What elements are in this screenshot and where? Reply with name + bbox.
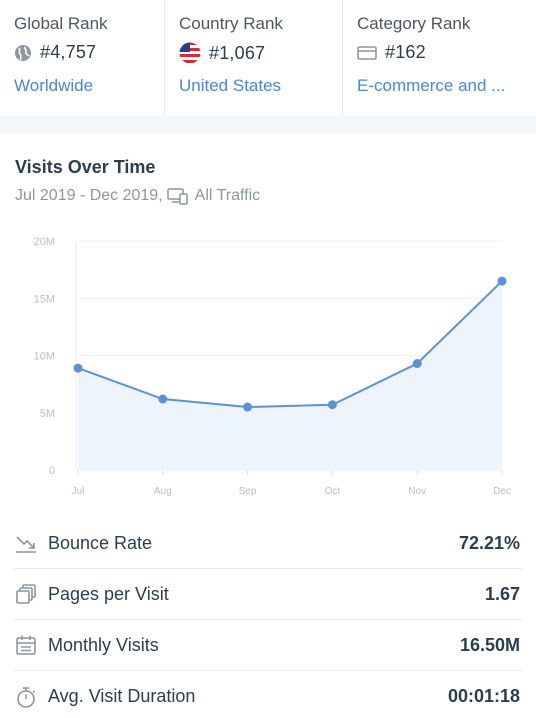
data-point [327, 400, 337, 410]
rank-title: Global Rank [14, 14, 108, 33]
global-rank: Global Rank #4,757 Worldwide [0, 0, 165, 116]
country-rank: Country Rank #1,067 United States [165, 0, 343, 116]
devices-icon [166, 187, 189, 205]
rank-link-category[interactable]: E-commerce and ... [357, 76, 506, 95]
data-point [158, 394, 168, 404]
metric-pages-per-visit: Pages per Visit 1.67 [14, 569, 522, 620]
data-point [497, 276, 507, 286]
ranks-header: Global Rank #4,757 Worldwide Country Ran… [0, 0, 536, 116]
rank-value-row: #1,067 [179, 42, 265, 64]
x-tick-label: Dec [493, 486, 511, 497]
x-tick-label: Oct [325, 486, 341, 497]
bounce-rate-icon [14, 531, 38, 555]
y-tick-label: 20M [34, 236, 55, 248]
visits-title: Visits Over Time [15, 157, 156, 177]
data-point [243, 402, 253, 412]
rank-link-worldwide[interactable]: Worldwide [14, 76, 94, 95]
series-area [78, 281, 502, 470]
y-tick-label: 15M [34, 293, 55, 305]
calendar-icon [14, 633, 38, 657]
y-tick-label: 0 [49, 465, 55, 477]
rank-link-united-states[interactable]: United States [179, 76, 282, 95]
rank-value-row: #4,757 [14, 42, 96, 63]
x-tick-label: Nov [408, 486, 426, 497]
rank-value: #1,067 [209, 42, 266, 63]
metric-bounce-rate: Bounce Rate 72.21% [14, 518, 522, 569]
rank-value: #162 [385, 42, 426, 62]
visits-subtitle: Jul 2019 - Dec 2019, All Traffic [15, 187, 260, 205]
series-line [77, 280, 503, 409]
metric-value: 00:01:18 [447, 686, 520, 706]
rank-value: #4,757 [40, 42, 97, 62]
metric-label: Monthly Visits [48, 634, 159, 655]
metric-avg-visit-duration: Avg. Visit Duration 00:01:18 [14, 671, 522, 718]
metric-value: 72.21% [458, 532, 520, 553]
y-tick-label: 5M [40, 408, 55, 420]
section-divider [0, 116, 536, 134]
metric-value: 16.50M [459, 634, 520, 655]
stopwatch-icon [14, 685, 38, 709]
visits-chart-svg: 0 5M 10M 15M 20M Jul Aug Sep Oct Nov Dec [34, 236, 511, 497]
visits-chart: 0 5M 10M 15M 20M Jul Aug Sep Oct Nov Dec [0, 230, 536, 505]
data-point [412, 359, 422, 369]
traffic-type: All Traffic [194, 187, 261, 204]
category-icon [357, 45, 377, 61]
rank-title: Category Rank [357, 14, 471, 33]
x-tick-label: Sep [239, 486, 257, 497]
metric-label: Avg. Visit Duration [48, 686, 196, 706]
date-range: Jul 2019 - Dec 2019, [15, 187, 163, 204]
metric-monthly-visits: Monthly Visits 16.50M [14, 620, 522, 671]
metric-label: Bounce Rate [48, 532, 153, 553]
metric-value: 1.67 [484, 583, 520, 604]
globe-icon [14, 44, 32, 62]
pages-icon [14, 582, 38, 606]
y-tick-label: 10M [34, 351, 55, 363]
category-rank: Category Rank #162 E-commerce and ... [343, 0, 536, 116]
data-point [73, 363, 83, 373]
x-tick-label: Jul [72, 486, 85, 497]
us-flag-icon [179, 42, 201, 64]
metrics-list: Bounce Rate 72.21% Pages per Visit 1.67 … [14, 518, 522, 718]
metric-label: Pages per Visit [48, 583, 169, 604]
rank-title: Country Rank [179, 14, 283, 33]
x-tick-label: Aug [154, 486, 172, 497]
rank-value-row: #162 [357, 42, 426, 63]
